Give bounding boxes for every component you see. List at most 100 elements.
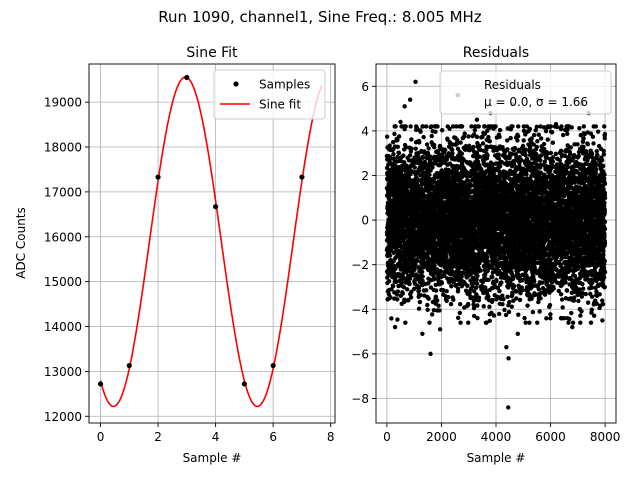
residual-point [446, 151, 451, 156]
residual-point [473, 285, 479, 290]
figure-suptitle: Run 1090, channel1, Sine Freq.: 8.005 MH… [158, 8, 482, 26]
residual-point [485, 254, 490, 260]
residual-point [385, 275, 390, 280]
residual-point [387, 143, 392, 148]
residual-point [396, 150, 402, 156]
residual-point [401, 153, 406, 158]
y-tick-label: 17000 [44, 185, 82, 199]
residual-point [407, 281, 412, 287]
legend-samples-marker [233, 81, 239, 87]
residual-point [497, 127, 503, 133]
residual-point [499, 280, 504, 285]
residual-point [487, 139, 493, 144]
residual-point [501, 297, 506, 302]
residual-point [476, 295, 482, 300]
residual-point [424, 142, 430, 147]
sample-point [97, 381, 104, 387]
y-tick-label: 16000 [44, 230, 82, 244]
residual-point [510, 276, 516, 282]
residual-point [494, 277, 499, 283]
residual-point [481, 304, 486, 309]
residual-point [408, 124, 413, 129]
x-tick-label: 8 [327, 430, 335, 444]
residual-point [509, 304, 514, 309]
residual-point [444, 254, 449, 259]
residual-point [384, 134, 390, 139]
residual-point [391, 271, 397, 277]
residual-point [485, 258, 491, 264]
residual-point [512, 145, 518, 151]
residual-point [485, 153, 490, 158]
residual-point [435, 124, 440, 129]
residual-point [458, 140, 463, 145]
residual-point [403, 144, 409, 150]
residual-point [478, 268, 483, 273]
y-tick-label: 12000 [44, 410, 82, 424]
residual-point [395, 137, 400, 143]
sine-fit-title: Sine Fit [186, 45, 238, 61]
residual-point [418, 129, 423, 134]
residual-point [403, 124, 408, 129]
sample-point [184, 74, 190, 81]
residual-point [386, 279, 392, 284]
residual-point [409, 146, 414, 151]
residual-point [511, 283, 517, 289]
residual-point [412, 266, 417, 272]
residual-point [398, 158, 404, 164]
x-tick-label: 4 [212, 430, 220, 444]
residual-point [429, 133, 434, 139]
residual-point [406, 297, 411, 303]
residual-point [433, 129, 438, 134]
residual-point [505, 294, 510, 300]
residual-point [517, 297, 523, 303]
residual-point [395, 144, 400, 150]
residual-point [476, 124, 481, 129]
residual-point [393, 124, 398, 129]
residual-point [442, 147, 448, 153]
residual-point [415, 176, 420, 182]
residual-point [516, 124, 521, 129]
sine-fit-y-axis-label: ADC Counts [14, 207, 28, 279]
residual-point [393, 266, 398, 271]
residual-point [402, 299, 407, 304]
y-tick-label: 14000 [44, 320, 82, 334]
residual-point [440, 128, 445, 133]
residual-point [433, 288, 439, 293]
residual-point [487, 304, 492, 309]
sine-fit-frame [88, 63, 336, 424]
residual-point [396, 134, 402, 139]
residual-point [437, 308, 442, 313]
residual-point [393, 275, 398, 280]
residual-point [401, 284, 407, 290]
residual-point [466, 134, 471, 139]
residual-point [423, 124, 429, 129]
residual-point [404, 163, 409, 168]
residual-point [390, 284, 396, 289]
residual-point [457, 302, 463, 307]
x-tick-label: 2 [154, 430, 162, 444]
residual-point [448, 301, 454, 307]
residual-point [459, 151, 465, 156]
residual-point [395, 317, 400, 322]
residual-point [424, 288, 429, 293]
residual-point [496, 311, 502, 317]
sample-point [299, 174, 305, 180]
sine-fit-axes: 0 2 4 6 812000130001400015000160001700018000… [14, 45, 336, 465]
residual-point [436, 303, 441, 308]
residual-point [466, 320, 471, 325]
residual-point [506, 309, 512, 315]
residual-point [409, 137, 414, 142]
residual-point [497, 134, 502, 139]
residual-point [420, 155, 426, 160]
residual-point [439, 280, 445, 286]
residual-point [469, 295, 474, 300]
residual-point [505, 147, 510, 152]
residual-point [515, 138, 520, 143]
residual-point [490, 274, 495, 280]
residual-point [471, 144, 476, 150]
residual-point [389, 316, 394, 321]
y-tick-label: 18000 [44, 141, 82, 155]
residual-point [420, 124, 426, 129]
residual-point [426, 146, 431, 151]
